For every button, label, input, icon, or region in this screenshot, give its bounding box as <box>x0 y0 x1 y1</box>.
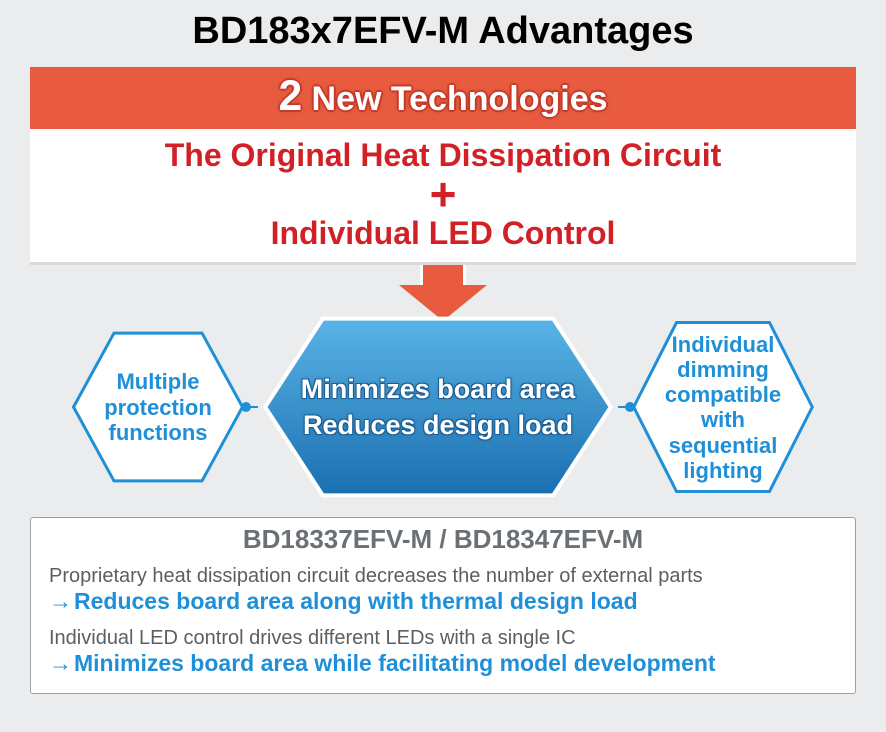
arrow-right-icon: → <box>49 588 72 615</box>
plus-icon: + <box>30 174 856 215</box>
product-card: BD18337EFV-M / BD18347EFV-M Proprietary … <box>30 517 856 694</box>
card-row-2-result: →Minimizes board area while facilitating… <box>49 650 837 677</box>
right-hex-label: Individualdimmingcompatiblewithsequentia… <box>659 332 787 484</box>
page-title: BD183x7EFV-M Advantages <box>0 0 886 53</box>
banner-text: New Technologies <box>312 80 608 118</box>
arrow-right-icon: → <box>49 650 72 677</box>
left-hex-label: Multipleprotectionfunctions <box>98 369 218 445</box>
right-hex: Individualdimmingcompatiblewithsequentia… <box>630 319 816 495</box>
card-row-1: Proprietary heat dissipation circuit dec… <box>49 565 837 615</box>
tech-line-2: Individual LED Control <box>30 215 856 252</box>
card-row-2-desc: Individual LED control drives different … <box>49 627 837 650</box>
center-hex: Minimizes board areaReduces design load <box>258 315 618 499</box>
down-arrow-icon <box>0 265 886 321</box>
card-row-1-desc: Proprietary heat dissipation circuit dec… <box>49 565 837 588</box>
left-hex: Multipleprotectionfunctions <box>70 330 246 484</box>
banner-new-tech: 2 New Technologies <box>30 67 856 129</box>
hex-row: Multipleprotectionfunctions Minimizes bo… <box>0 315 886 499</box>
center-hex-label: Minimizes board areaReduces design load <box>291 371 586 444</box>
banner-number: 2 <box>278 73 302 120</box>
connector-dot-icon <box>625 402 635 412</box>
technologies-box: The Original Heat Dissipation Circuit + … <box>30 129 856 265</box>
card-row-1-result: →Reduces board area along with thermal d… <box>49 588 837 615</box>
card-row-2: Individual LED control drives different … <box>49 627 837 677</box>
connector-dot-icon <box>241 402 251 412</box>
card-title: BD18337EFV-M / BD18347EFV-M <box>49 524 837 555</box>
